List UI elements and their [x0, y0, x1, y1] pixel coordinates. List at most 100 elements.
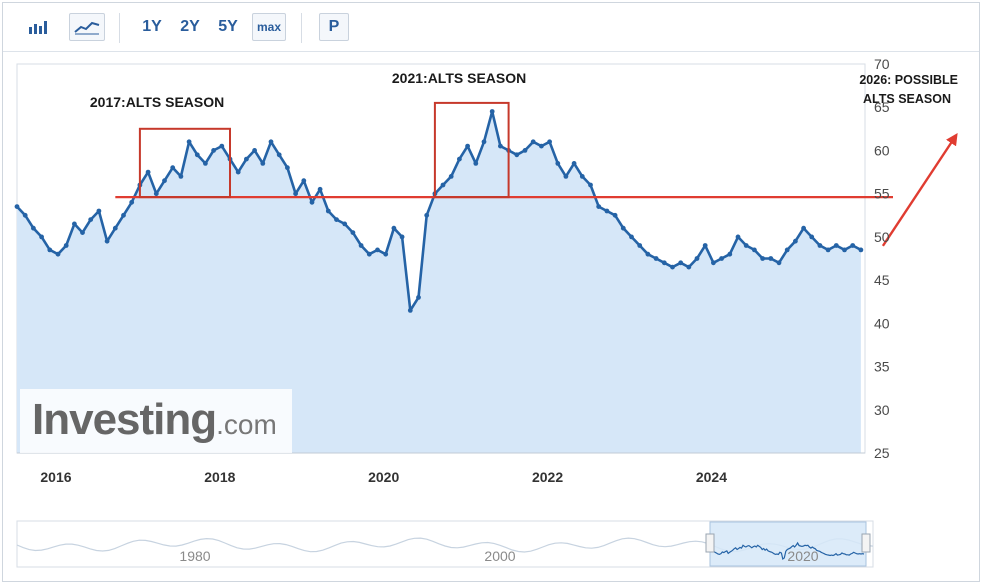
data-point[interactable] [301, 178, 307, 184]
data-point[interactable] [178, 174, 184, 179]
data-point[interactable] [522, 148, 528, 153]
data-point[interactable] [711, 260, 716, 266]
data-point[interactable] [424, 212, 430, 218]
data-point[interactable] [686, 264, 692, 270]
data-point[interactable] [629, 234, 634, 240]
data-point[interactable] [88, 217, 94, 223]
data-point[interactable] [31, 225, 36, 231]
data-point[interactable] [719, 256, 724, 261]
data-point[interactable] [825, 247, 831, 253]
data-point[interactable] [203, 161, 208, 166]
range-2y-button[interactable]: 2Y [180, 18, 200, 35]
data-point[interactable] [481, 139, 487, 145]
data-point[interactable] [817, 243, 823, 248]
data-point[interactable] [170, 165, 176, 171]
data-point[interactable] [645, 251, 651, 257]
navigator-handle[interactable] [705, 533, 715, 553]
data-point[interactable] [489, 109, 495, 114]
data-point[interactable] [366, 251, 372, 257]
data-point[interactable] [579, 174, 585, 179]
data-point[interactable] [72, 221, 77, 227]
navigator[interactable]: 1980 2000 2020 [16, 520, 874, 568]
data-point[interactable] [112, 225, 118, 231]
data-point[interactable] [596, 204, 602, 210]
data-point[interactable] [63, 243, 69, 248]
data-point[interactable] [514, 152, 520, 158]
data-point[interactable] [465, 143, 470, 149]
data-point[interactable] [702, 243, 708, 248]
data-point[interactable] [653, 256, 659, 261]
data-point[interactable] [211, 148, 217, 153]
data-point[interactable] [694, 256, 700, 261]
data-point[interactable] [399, 234, 405, 240]
data-point[interactable] [219, 143, 225, 149]
data-point[interactable] [498, 143, 503, 149]
data-point[interactable] [547, 139, 552, 145]
data-point[interactable] [809, 234, 815, 240]
data-point[interactable] [530, 139, 536, 145]
data-point[interactable] [186, 139, 192, 145]
data-point[interactable] [358, 243, 364, 248]
data-point[interactable] [661, 260, 667, 266]
bar-chart-button[interactable] [25, 13, 55, 41]
data-point[interactable] [276, 152, 282, 158]
data-point[interactable] [104, 238, 110, 244]
data-point[interactable] [383, 251, 389, 257]
data-point[interactable] [194, 152, 200, 158]
line-chart-button[interactable] [69, 13, 105, 41]
data-point[interactable] [448, 174, 454, 179]
data-point[interactable] [571, 161, 577, 166]
data-point[interactable] [858, 247, 864, 253]
data-point[interactable] [375, 247, 380, 253]
range-1y-button[interactable]: 1Y [142, 18, 162, 35]
data-point[interactable] [776, 260, 782, 266]
data-point[interactable] [768, 256, 774, 261]
navigator-handle[interactable] [861, 533, 871, 553]
data-point[interactable] [555, 161, 561, 166]
range-max-button[interactable]: max [252, 13, 286, 41]
data-point[interactable] [260, 161, 266, 166]
data-point[interactable] [342, 221, 348, 227]
data-point[interactable] [416, 295, 421, 300]
data-point[interactable] [539, 143, 544, 149]
data-point[interactable] [145, 169, 151, 175]
data-point[interactable] [244, 156, 249, 162]
data-point[interactable] [473, 161, 479, 166]
data-point[interactable] [727, 251, 733, 257]
data-point[interactable] [268, 139, 274, 145]
data-point[interactable] [129, 199, 135, 205]
data-point[interactable] [637, 243, 643, 248]
data-point[interactable] [620, 225, 626, 231]
data-point[interactable] [670, 264, 675, 270]
data-point[interactable] [317, 186, 323, 192]
data-point[interactable] [350, 230, 356, 236]
p-button[interactable]: P [319, 13, 349, 41]
data-point[interactable] [47, 247, 53, 253]
data-point[interactable] [604, 208, 610, 214]
data-point[interactable] [153, 191, 159, 197]
range-5y-button[interactable]: 5Y [218, 18, 238, 35]
data-point[interactable] [391, 225, 397, 231]
data-point[interactable] [784, 247, 790, 253]
data-point[interactable] [588, 182, 593, 188]
data-point[interactable] [743, 243, 749, 248]
data-point[interactable] [752, 247, 757, 253]
data-point[interactable] [833, 243, 839, 248]
data-point[interactable] [325, 208, 331, 214]
navigator-selection[interactable] [709, 521, 867, 567]
data-point[interactable] [162, 178, 167, 184]
data-point[interactable] [39, 234, 44, 240]
data-point[interactable] [842, 247, 847, 253]
data-point[interactable] [612, 212, 618, 218]
data-point[interactable] [563, 174, 569, 179]
data-point[interactable] [252, 148, 257, 153]
data-point[interactable] [55, 251, 61, 257]
data-point[interactable] [309, 199, 315, 205]
data-point[interactable] [801, 225, 806, 231]
data-point[interactable] [735, 234, 741, 240]
data-point[interactable] [334, 217, 339, 223]
data-point[interactable] [14, 204, 20, 210]
data-point[interactable] [22, 212, 28, 218]
data-point[interactable] [293, 191, 298, 197]
data-point[interactable] [96, 208, 102, 214]
